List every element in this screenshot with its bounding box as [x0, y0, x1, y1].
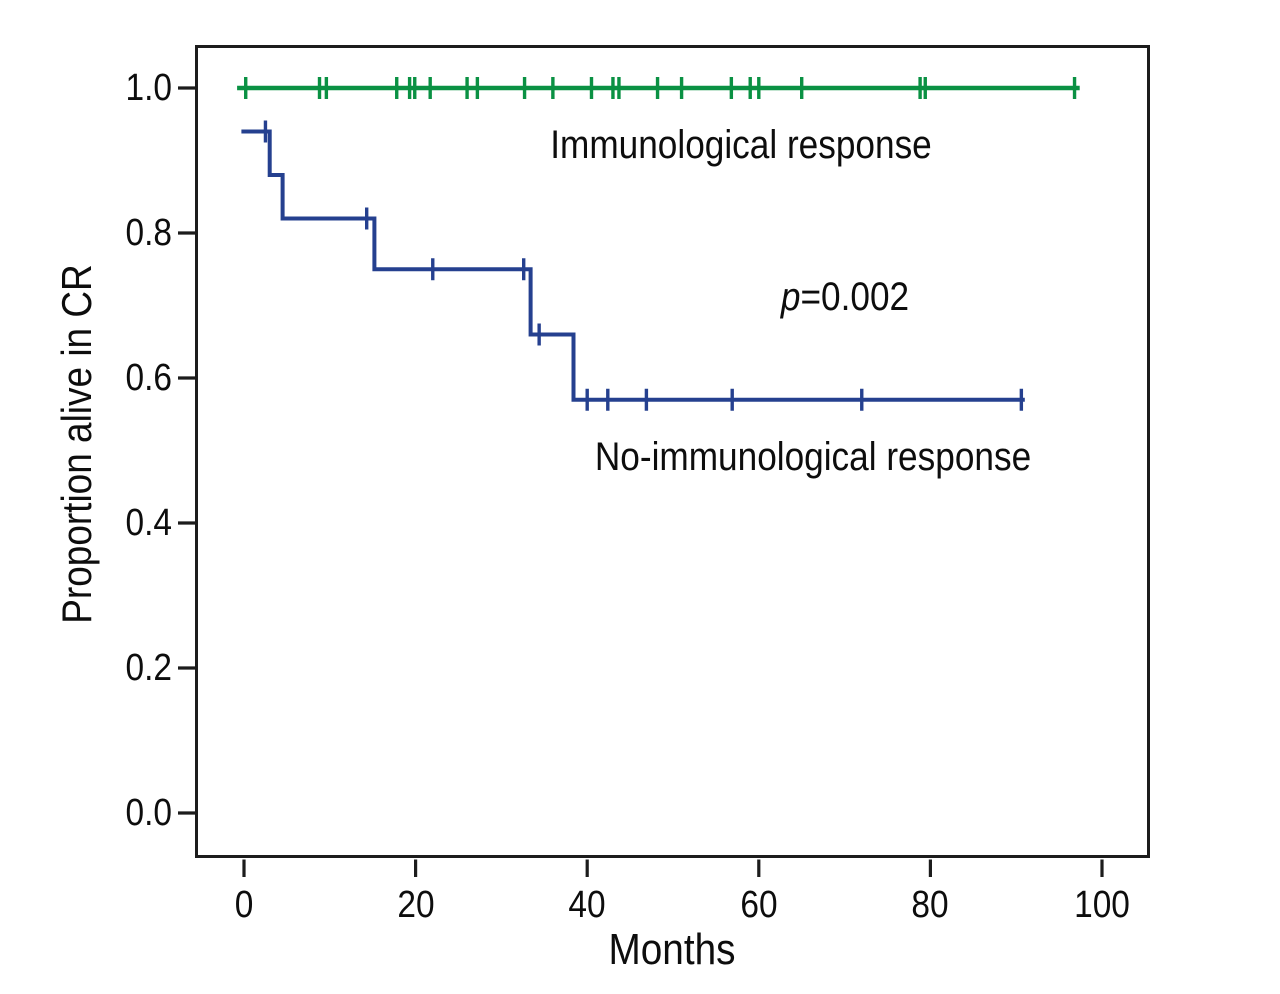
- x-tick-label: 0: [234, 884, 254, 926]
- y-tick-label: 0.0: [125, 792, 172, 834]
- x-tick-label: 20: [397, 884, 435, 926]
- x-axis-title: Months: [608, 925, 736, 974]
- y-axis-title: Proportion alive in CR: [53, 264, 100, 624]
- series-label-immunological-response: Immunological response: [550, 123, 932, 167]
- km-curve-no-immunological: [241, 129, 1025, 402]
- p-value-symbol: p: [780, 275, 801, 319]
- x-tick-label: 40: [568, 884, 606, 926]
- x-tick-label: 80: [911, 884, 949, 926]
- x-tick-label: 60: [740, 884, 778, 926]
- y-tick-label: 0.4: [125, 502, 172, 544]
- plot-frame: [195, 45, 1150, 858]
- x-tick-label: 100: [1074, 884, 1130, 926]
- p-value-number: =0.002: [800, 275, 910, 319]
- series-label-no-immunological-response: No-immunological response: [594, 435, 1032, 479]
- y-tick-label: 1.0: [125, 67, 172, 109]
- y-tick-label: 0.8: [125, 212, 172, 254]
- y-tick-label: 0.6: [125, 357, 172, 399]
- y-tick-label: 0.2: [125, 647, 172, 689]
- p-value-annotation: p=0.002: [739, 274, 950, 320]
